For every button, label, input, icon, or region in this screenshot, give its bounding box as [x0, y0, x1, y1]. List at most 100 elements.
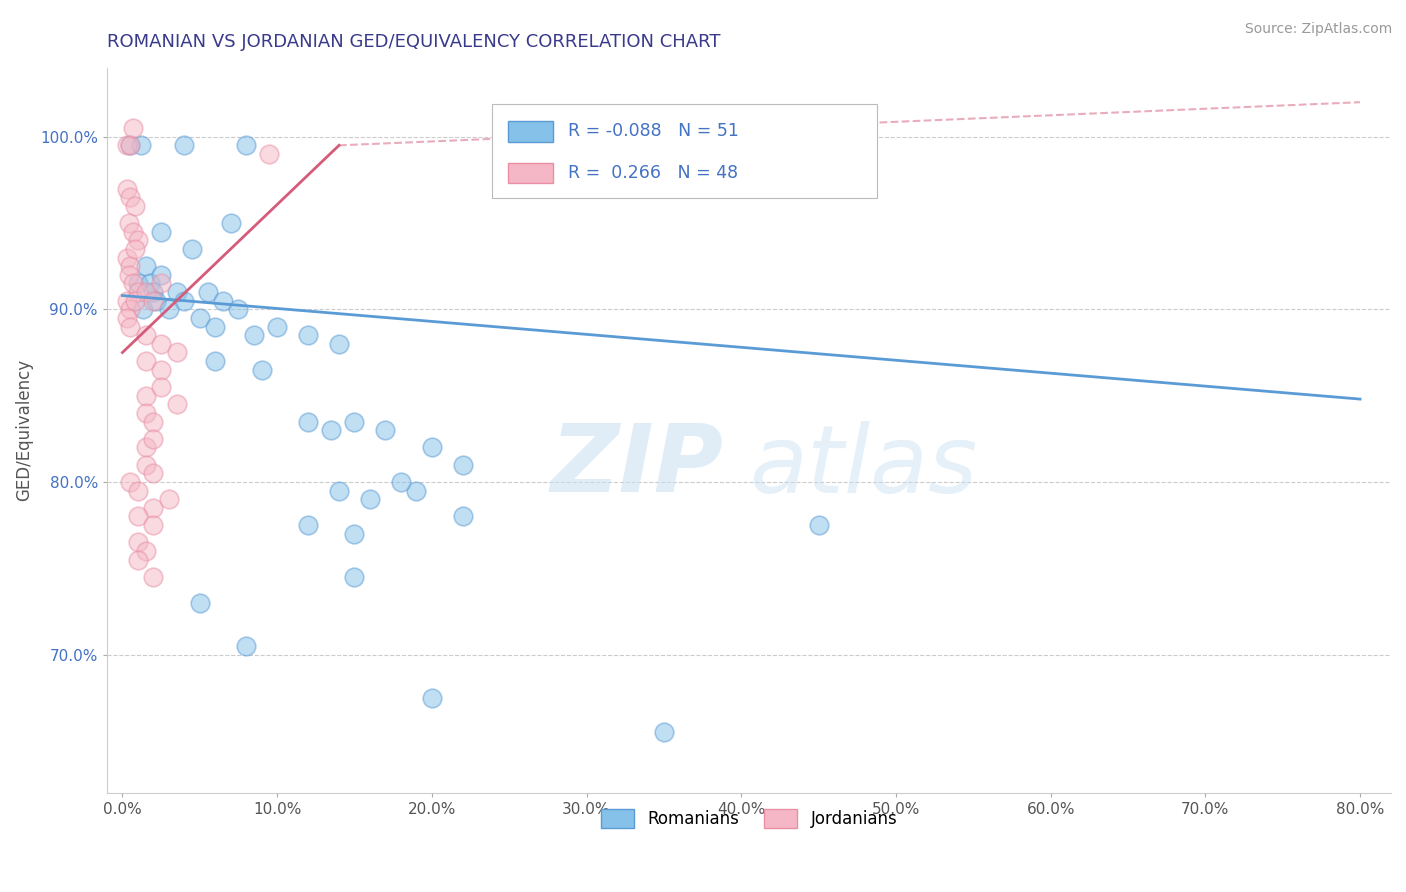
Point [127, 233, 149, 247]
FancyBboxPatch shape [492, 104, 877, 198]
Point [135, 259, 157, 273]
Point [127, 509, 149, 524]
Point [235, 138, 257, 153]
Point [212, 293, 235, 308]
Point [127, 285, 149, 299]
Point [135, 441, 157, 455]
Point [451, 509, 474, 524]
Point [197, 285, 219, 299]
Point [142, 518, 165, 533]
Point [135, 328, 157, 343]
Point [117, 216, 139, 230]
Point [124, 199, 146, 213]
Point [135, 544, 157, 558]
Point [157, 492, 180, 507]
Point [297, 518, 319, 533]
Text: Source: ZipAtlas.com: Source: ZipAtlas.com [1244, 22, 1392, 37]
Point [181, 242, 204, 256]
Point [135, 389, 157, 403]
Y-axis label: GED/Equivalency: GED/Equivalency [15, 359, 32, 501]
Legend: Romanians, Jordanians: Romanians, Jordanians [593, 803, 904, 835]
Point [343, 570, 366, 584]
Text: R = -0.088   N = 51: R = -0.088 N = 51 [568, 122, 738, 140]
Point [120, 475, 142, 489]
Point [115, 293, 138, 308]
Point [127, 552, 149, 566]
Point [115, 181, 138, 195]
Text: ZIP: ZIP [550, 420, 723, 512]
Point [637, 138, 659, 153]
Point [259, 147, 281, 161]
Bar [508, 121, 553, 142]
Point [142, 285, 165, 299]
Bar [508, 162, 553, 183]
Point [297, 415, 319, 429]
Point [228, 302, 250, 317]
Point [420, 441, 443, 455]
Point [115, 310, 138, 325]
Point [120, 138, 142, 153]
Point [451, 458, 474, 472]
Point [343, 415, 366, 429]
Point [150, 268, 173, 282]
Point [157, 302, 180, 317]
Point [142, 467, 165, 481]
Point [150, 336, 173, 351]
Point [219, 216, 242, 230]
Point [374, 423, 396, 437]
Point [652, 725, 675, 739]
Point [606, 138, 628, 153]
Point [730, 138, 752, 153]
Point [120, 319, 142, 334]
Point [131, 302, 153, 317]
Point [683, 147, 706, 161]
Point [142, 432, 165, 446]
Point [243, 328, 266, 343]
Point [120, 138, 142, 153]
Point [204, 319, 226, 334]
Point [328, 483, 350, 498]
Point [173, 138, 195, 153]
Point [173, 293, 195, 308]
Point [135, 354, 157, 368]
Point [122, 121, 145, 136]
Point [321, 423, 343, 437]
Point [124, 293, 146, 308]
Point [343, 526, 366, 541]
Point [150, 225, 173, 239]
Point [328, 336, 350, 351]
Point [150, 363, 173, 377]
Point [266, 319, 288, 334]
Point [135, 285, 157, 299]
Point [166, 397, 188, 411]
Point [135, 406, 157, 420]
Point [117, 268, 139, 282]
Point [135, 458, 157, 472]
Point [129, 138, 152, 153]
Point [127, 483, 149, 498]
Point [142, 415, 165, 429]
Point [389, 475, 412, 489]
Point [420, 690, 443, 705]
Point [127, 535, 149, 549]
Point [115, 138, 138, 153]
Point [235, 639, 257, 653]
Point [166, 345, 188, 359]
Point [120, 190, 142, 204]
Point [807, 518, 830, 533]
Point [139, 277, 162, 291]
Text: ROMANIAN VS JORDANIAN GED/EQUIVALENCY CORRELATION CHART: ROMANIAN VS JORDANIAN GED/EQUIVALENCY CO… [107, 33, 720, 51]
Point [145, 293, 167, 308]
Point [142, 570, 165, 584]
Point [150, 277, 173, 291]
Point [120, 302, 142, 317]
Point [297, 328, 319, 343]
Point [142, 293, 165, 308]
Point [122, 225, 145, 239]
Point [120, 259, 142, 273]
Point [150, 380, 173, 394]
Point [142, 500, 165, 515]
Point [127, 277, 149, 291]
Point [188, 310, 211, 325]
Point [359, 492, 381, 507]
